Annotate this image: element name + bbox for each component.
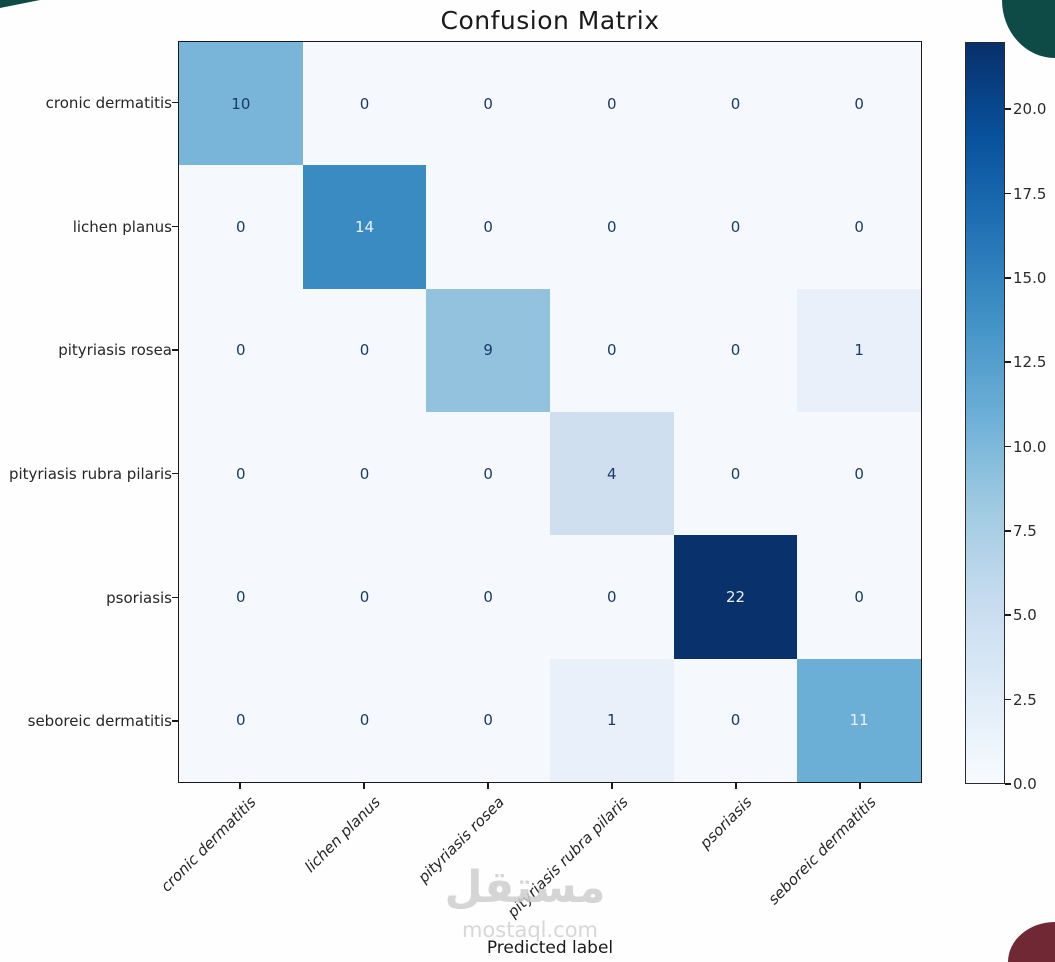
axis-tick bbox=[172, 720, 178, 722]
matrix-cell: 0 bbox=[302, 412, 427, 536]
axis-tick bbox=[172, 472, 178, 475]
matrix-cell: 0 bbox=[797, 165, 921, 289]
colorbar-tick-label: 10.0 bbox=[1013, 437, 1047, 456]
y-tick-label: seboreic dermatitis bbox=[27, 712, 172, 731]
y-tick-label: psoriasis bbox=[106, 588, 172, 607]
matrix-cell: 0 bbox=[673, 288, 798, 412]
x-tick-label: psoriasis bbox=[696, 793, 756, 853]
x-tick-label: seboreic dermatitis bbox=[764, 793, 880, 909]
matrix-cell: 9 bbox=[426, 288, 550, 412]
matrix-cell: 0 bbox=[426, 658, 550, 782]
axis-tick bbox=[239, 783, 241, 789]
matrix-cell: 0 bbox=[179, 288, 303, 412]
colorbar-tick bbox=[1005, 783, 1011, 785]
axis-tick bbox=[611, 783, 613, 789]
axis-tick bbox=[172, 349, 178, 351]
matrix-cell: 14 bbox=[302, 165, 427, 289]
colorbar bbox=[965, 42, 1005, 784]
matrix-cell: 0 bbox=[549, 42, 674, 166]
matrix-cell: 0 bbox=[797, 412, 921, 536]
matrix-cell: 0 bbox=[179, 165, 303, 289]
colorbar-tick bbox=[1005, 108, 1011, 111]
chart-title: Confusion Matrix bbox=[440, 6, 660, 35]
colorbar-tick bbox=[1005, 530, 1011, 532]
matrix-cell: 0 bbox=[797, 42, 921, 166]
matrix-cell: 0 bbox=[426, 535, 550, 659]
colorbar-tick-label: 12.5 bbox=[1013, 353, 1047, 372]
matrix-cell: 0 bbox=[797, 535, 921, 659]
colorbar-tick bbox=[1005, 445, 1011, 448]
matrix-cell: 0 bbox=[549, 288, 674, 412]
colorbar-tick-label: 17.5 bbox=[1013, 184, 1047, 203]
matrix-cell: 0 bbox=[673, 658, 798, 782]
matrix-cell: 0 bbox=[302, 535, 427, 659]
y-tick-label: pityriasis rubra pilaris bbox=[8, 464, 172, 483]
colorbar-tick-label: 5.0 bbox=[1013, 606, 1037, 625]
colorbar-tick-label: 2.5 bbox=[1013, 690, 1037, 709]
axis-tick bbox=[363, 783, 365, 789]
colorbar-tick bbox=[1005, 192, 1011, 195]
matrix-cell: 0 bbox=[549, 535, 674, 659]
matrix-cell: 0 bbox=[179, 658, 303, 782]
colorbar-tick-label: 7.5 bbox=[1013, 522, 1037, 541]
y-tick-label: lichen planus bbox=[72, 217, 172, 236]
axis-tick bbox=[172, 101, 178, 104]
matrix-cell: 0 bbox=[426, 42, 550, 166]
corner-decoration-bottom-right bbox=[1008, 922, 1055, 962]
matrix-cell: 10 bbox=[179, 42, 303, 166]
colorbar-tick-label: 20.0 bbox=[1013, 100, 1047, 119]
confusion-matrix-heatmap: 10 0 0 0 0 0 0 14 0 0 0 0 0 0 9 0 0 1 0 0 0 4 0 0 0 0 0 0 22 0 0 0 0 1 0 11 bbox=[178, 41, 922, 783]
matrix-cell: 11 bbox=[797, 658, 921, 782]
matrix-cell: 0 bbox=[673, 165, 798, 289]
matrix-cell: 1 bbox=[797, 288, 921, 412]
axis-tick bbox=[859, 783, 861, 789]
axis-tick bbox=[735, 783, 737, 789]
matrix-cell: 22 bbox=[673, 535, 798, 659]
x-axis-title: Predicted label bbox=[486, 938, 614, 958]
corner-decoration-top-right bbox=[1002, 0, 1055, 58]
matrix-cell: 0 bbox=[179, 412, 303, 536]
axis-tick bbox=[172, 596, 178, 599]
colorbar-tick-label: 0.0 bbox=[1013, 775, 1037, 793]
y-tick-label: cronic dermatitis bbox=[45, 93, 172, 112]
matrix-cell: 4 bbox=[549, 412, 674, 536]
matrix-cell: 0 bbox=[179, 535, 303, 659]
matrix-cell: 0 bbox=[673, 42, 798, 166]
matrix-cell: 0 bbox=[426, 165, 550, 289]
matrix-cell: 0 bbox=[673, 412, 798, 536]
matrix-cell: 0 bbox=[549, 165, 674, 289]
matrix-cell: 0 bbox=[426, 412, 550, 536]
matrix-cell: 1 bbox=[549, 658, 674, 782]
matrix-cell: 0 bbox=[302, 42, 427, 166]
matrix-cell: 0 bbox=[302, 288, 427, 412]
colorbar-tick-label: 15.0 bbox=[1013, 269, 1047, 288]
colorbar-tick bbox=[1005, 614, 1011, 616]
x-tick-label: pityriasis rosea bbox=[414, 793, 508, 887]
x-tick-label: cronic dermatitis bbox=[157, 793, 260, 896]
y-tick-label: pityriasis rosea bbox=[58, 341, 172, 360]
matrix-cell: 0 bbox=[302, 658, 427, 782]
x-tick-label: pityriasis rubra pilaris bbox=[503, 793, 632, 922]
axis-tick bbox=[487, 783, 489, 789]
corner-decoration-top-left bbox=[0, 0, 40, 8]
colorbar-tick bbox=[1005, 277, 1011, 279]
x-tick-label: lichen planus bbox=[300, 793, 384, 876]
colorbar-tick bbox=[1005, 698, 1011, 701]
colorbar-tick bbox=[1005, 361, 1011, 363]
axis-tick bbox=[172, 225, 178, 228]
